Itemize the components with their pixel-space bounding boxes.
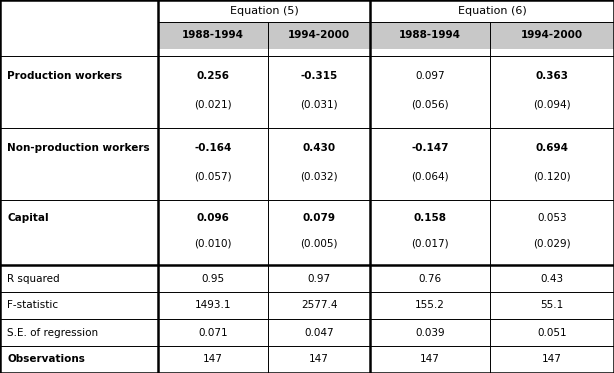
Text: Production workers: Production workers — [7, 71, 122, 81]
Text: 0.096: 0.096 — [196, 213, 230, 223]
Text: F-statistic: F-statistic — [7, 301, 58, 310]
Text: 0.039: 0.039 — [415, 327, 445, 338]
Text: (0.017): (0.017) — [411, 239, 449, 248]
Text: Equation (5): Equation (5) — [230, 6, 298, 16]
Text: -0.164: -0.164 — [194, 143, 231, 153]
Text: 0.95: 0.95 — [201, 273, 225, 283]
Text: 1994-2000: 1994-2000 — [288, 31, 350, 41]
Text: 147: 147 — [203, 354, 223, 364]
Text: 0.363: 0.363 — [535, 71, 569, 81]
Text: 0.047: 0.047 — [304, 327, 334, 338]
Text: -0.147: -0.147 — [411, 143, 449, 153]
Text: 1994-2000: 1994-2000 — [521, 31, 583, 41]
Text: 155.2: 155.2 — [415, 301, 445, 310]
Text: 0.694: 0.694 — [535, 143, 569, 153]
Text: 0.76: 0.76 — [418, 273, 441, 283]
Text: Equation (6): Equation (6) — [457, 6, 526, 16]
Text: Capital: Capital — [7, 213, 49, 223]
Text: (0.057): (0.057) — [194, 171, 232, 181]
Text: S.E. of regression: S.E. of regression — [7, 327, 98, 338]
Bar — [370, 22, 490, 49]
Text: (0.064): (0.064) — [411, 171, 449, 181]
Text: 147: 147 — [309, 354, 329, 364]
Text: (0.029): (0.029) — [533, 239, 571, 248]
Bar — [490, 22, 614, 49]
Text: 1988-1994: 1988-1994 — [182, 31, 244, 41]
Text: (0.056): (0.056) — [411, 99, 449, 109]
Text: 1988-1994: 1988-1994 — [399, 31, 461, 41]
Text: 147: 147 — [420, 354, 440, 364]
Text: 55.1: 55.1 — [540, 301, 564, 310]
Text: 0.051: 0.051 — [537, 327, 567, 338]
Text: (0.031): (0.031) — [300, 99, 338, 109]
Text: 0.97: 0.97 — [308, 273, 330, 283]
Text: -0.315: -0.315 — [300, 71, 338, 81]
Text: R squared: R squared — [7, 273, 60, 283]
Text: 1493.1: 1493.1 — [195, 301, 231, 310]
Text: 0.097: 0.097 — [415, 71, 445, 81]
Text: 2577.4: 2577.4 — [301, 301, 337, 310]
Text: (0.005): (0.005) — [300, 239, 338, 248]
Text: 147: 147 — [542, 354, 562, 364]
Text: (0.021): (0.021) — [194, 99, 232, 109]
Text: 0.079: 0.079 — [303, 213, 335, 223]
Text: 0.43: 0.43 — [540, 273, 564, 283]
Text: 0.158: 0.158 — [413, 213, 446, 223]
Text: (0.032): (0.032) — [300, 171, 338, 181]
Text: Observations: Observations — [7, 354, 85, 364]
Text: (0.094): (0.094) — [533, 99, 571, 109]
Text: 0.071: 0.071 — [198, 327, 228, 338]
Text: 0.430: 0.430 — [303, 143, 336, 153]
Text: (0.010): (0.010) — [194, 239, 231, 248]
Text: 0.256: 0.256 — [196, 71, 230, 81]
Text: Non-production workers: Non-production workers — [7, 143, 150, 153]
Text: (0.120): (0.120) — [533, 171, 571, 181]
Bar — [158, 22, 268, 49]
Bar — [268, 22, 370, 49]
Text: 0.053: 0.053 — [537, 213, 567, 223]
